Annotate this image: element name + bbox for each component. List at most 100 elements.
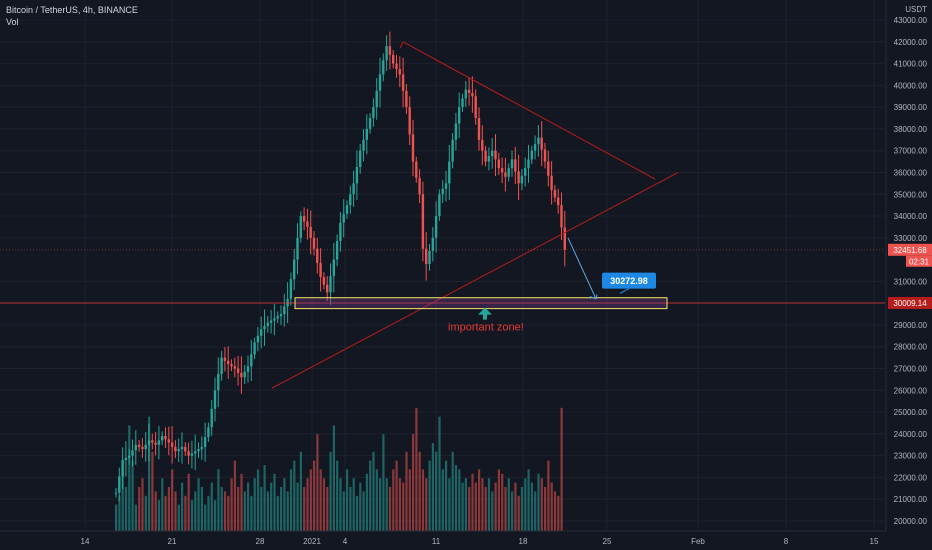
candle-body: [441, 188, 444, 195]
volume-bar: [550, 482, 553, 531]
volume-bar: [382, 434, 385, 531]
volume-bar: [313, 460, 316, 531]
volume-bar: [210, 482, 213, 531]
projection-line: [567, 237, 597, 300]
time-axis[interactable]: 14 21 28 2021 4 11 18 25 Feb 8 15: [0, 530, 886, 546]
candle-body: [398, 69, 401, 75]
volume-bar: [214, 500, 217, 531]
volume-bar: [395, 460, 398, 531]
volume-bar: [138, 487, 141, 531]
candle-body: [335, 241, 339, 260]
candle-body: [246, 366, 250, 372]
candle-body: [474, 96, 477, 119]
candle-body: [500, 168, 504, 173]
target-connector: [619, 288, 630, 294]
candle-body: [157, 440, 161, 445]
volume-bar: [303, 487, 306, 531]
candle-body: [312, 237, 316, 249]
currency-label: USDT: [905, 5, 927, 14]
volume-bar: [507, 478, 510, 531]
candle-body: [260, 329, 263, 336]
price-axis-bg: [886, 0, 932, 550]
candle-body: [355, 167, 359, 184]
volume-bar: [115, 504, 118, 531]
volume-bar: [537, 473, 540, 531]
volume-bar: [547, 460, 550, 531]
volume-bar: [144, 495, 147, 531]
price-tick-label: 22000.00: [894, 473, 928, 482]
candle-body: [428, 250, 431, 264]
volume-bar: [128, 425, 131, 531]
candle-body: [444, 183, 448, 189]
volume-bar: [511, 491, 514, 531]
volume-bar: [167, 487, 170, 531]
candle-body: [557, 197, 560, 206]
volume-bar: [336, 460, 339, 531]
volume-bar: [190, 500, 194, 531]
volume-indicator-label[interactable]: Vol: [6, 17, 19, 27]
candle-body: [187, 451, 190, 456]
triangle-upper-line: [402, 41, 656, 180]
candle-body: [530, 150, 533, 160]
time-tick-label: 21: [168, 537, 177, 546]
candle-body: [230, 364, 233, 367]
volume-bar: [204, 504, 207, 531]
symbol-title[interactable]: Bitcoin / TetherUS, 4h, BINANCE: [6, 5, 138, 15]
price-tick-label: 33000.00: [894, 234, 928, 243]
candle-body: [342, 213, 345, 223]
volume-bar: [316, 434, 319, 531]
volume-bar: [385, 478, 388, 531]
candle-body: [497, 159, 500, 169]
volume-bar: [412, 434, 415, 531]
volume-bar: [187, 473, 190, 531]
volume-bar: [319, 469, 322, 531]
candle-body: [438, 194, 441, 217]
candle-body: [180, 446, 184, 450]
candle-body: [418, 177, 421, 195]
volume-bar: [435, 451, 438, 531]
volume-bar: [514, 482, 517, 531]
volume-bar: [494, 482, 497, 531]
candle-body: [517, 171, 520, 184]
candle-body: [392, 54, 395, 64]
volume-bar: [154, 491, 157, 531]
volume-bar: [481, 478, 484, 531]
price-tick-label: 28000.00: [894, 343, 928, 352]
volume-bar: [174, 491, 177, 531]
target-price-label: 30272.98: [610, 276, 648, 286]
volume-bar: [200, 487, 203, 531]
volume-bar: [557, 495, 560, 531]
candles: [114, 31, 566, 502]
candle-body: [302, 216, 306, 222]
candle-body: [467, 89, 471, 93]
candle-body: [332, 259, 335, 276]
volume-bar: [131, 460, 134, 531]
candle-body: [200, 446, 203, 450]
candle-body: [411, 134, 415, 162]
candle-body: [141, 446, 144, 450]
candle-body: [144, 444, 147, 450]
candle-body: [540, 137, 543, 150]
candle-body: [425, 248, 428, 264]
candle-body: [170, 442, 174, 447]
volume-bar: [306, 478, 309, 531]
volume-bar: [362, 491, 365, 531]
important-zone-label: important zone!: [448, 322, 524, 334]
candle-body: [560, 205, 563, 228]
price-tick-label: 27000.00: [894, 365, 928, 374]
candle-body: [164, 436, 167, 440]
volume-bar: [243, 491, 246, 531]
price-axis[interactable]: USDT 20000.00 21000.00 22000.00 23000.00 2400…: [885, 0, 932, 550]
price-tick-label: 34000.00: [894, 212, 928, 221]
candle-body: [385, 46, 388, 61]
volume-bar: [247, 482, 250, 531]
candle-body: [507, 168, 510, 177]
price-tick-label: 25000.00: [894, 408, 928, 417]
volume-bar: [230, 478, 233, 531]
candle-body: [256, 335, 260, 343]
candle-body: [434, 216, 438, 238]
volume-bar: [471, 473, 474, 531]
volume-bar: [217, 469, 220, 531]
volume-bar: [260, 487, 263, 531]
